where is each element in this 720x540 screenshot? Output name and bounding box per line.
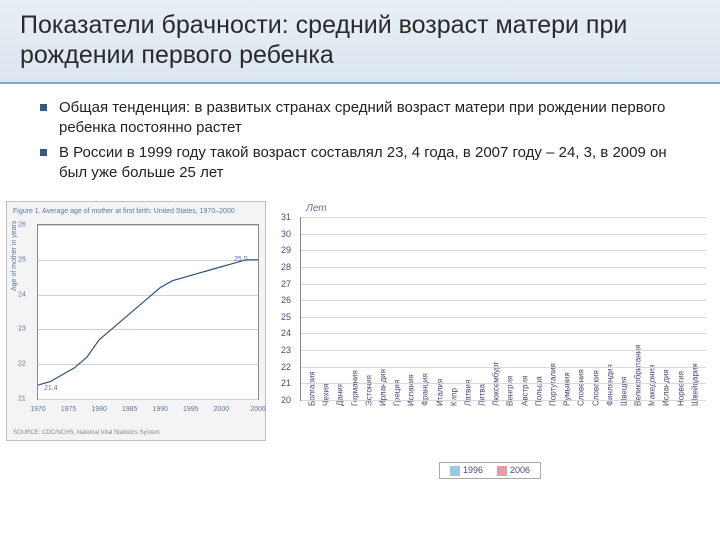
- legend-item: 1996: [450, 465, 483, 476]
- left-chart-source: SOURCE: CDC/NCHS, National Vital Statist…: [13, 430, 160, 436]
- slide-header: Показатели брачности: средний возраст ма…: [0, 0, 720, 84]
- bullet-item: Общая тенденция: в развитых странах сред…: [40, 98, 690, 139]
- right-plot-area: БолгарияЧехияДанияГерманияЭстонияИрланди…: [300, 217, 706, 401]
- charts-row: Figure 1. Average age of mother at first…: [0, 195, 720, 481]
- left-chart-ylabel: Age of mother in years: [11, 221, 18, 291]
- legend-label: 2006: [510, 465, 530, 475]
- bullet-text: В России в 1999 году такой возраст соста…: [59, 143, 690, 184]
- left-plot-area: 2122232425261970197519801985199019952000…: [37, 224, 259, 400]
- legend-item: 2006: [497, 465, 530, 476]
- bullet-icon: [40, 149, 47, 156]
- right-chart-ylabel: Лет: [306, 203, 327, 214]
- bullet-text: Общая тенденция: в развитых странах сред…: [59, 98, 690, 139]
- bars-container: БолгарияЧехияДанияГерманияЭстонияИрланди…: [305, 217, 702, 400]
- left-chart-title: Figure 1. Average age of mother at first…: [13, 208, 235, 215]
- left-line-chart: Figure 1. Average age of mother at first…: [6, 201, 266, 441]
- legend-label: 1996: [463, 465, 483, 475]
- bullet-icon: [40, 104, 47, 111]
- bullet-item: В России в 1999 году такой возраст соста…: [40, 143, 690, 184]
- legend: 1996 2006: [439, 462, 541, 479]
- legend-swatch-icon: [450, 466, 460, 476]
- right-bar-chart: Лет БолгарияЧехияДанияГерманияЭстонияИрл…: [270, 201, 710, 481]
- page-title: Показатели брачности: средний возраст ма…: [20, 10, 700, 70]
- legend-swatch-icon: [497, 466, 507, 476]
- bullet-list: Общая тенденция: в развитых странах сред…: [0, 84, 720, 195]
